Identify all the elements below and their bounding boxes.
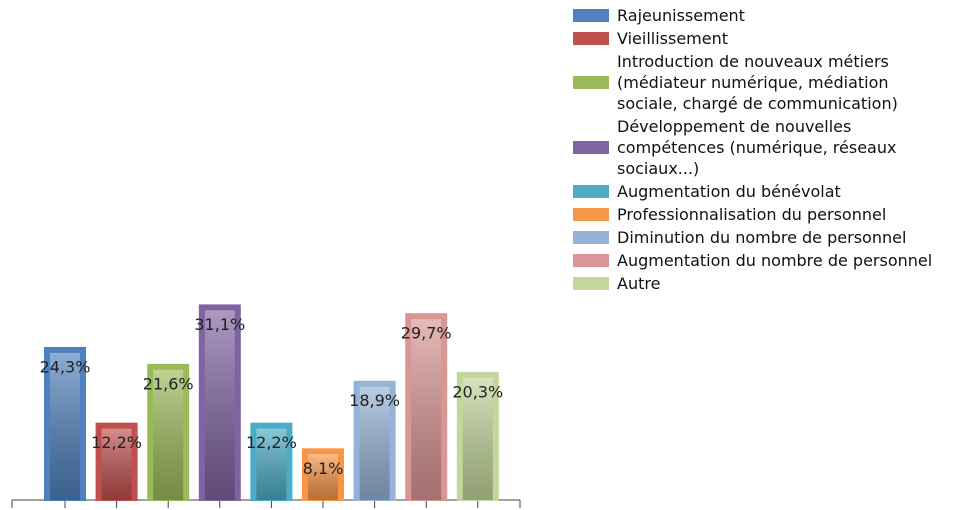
legend-swatch xyxy=(573,141,609,154)
data-label: 20,3% xyxy=(452,382,503,401)
legend-swatch xyxy=(573,277,609,290)
legend-swatch xyxy=(573,32,609,45)
legend-swatch xyxy=(573,208,609,221)
bar-shine xyxy=(50,352,80,500)
legend-item: Introduction de nouveaux métiers (médiat… xyxy=(573,51,943,114)
legend-swatch xyxy=(573,9,609,22)
legend-label: Augmentation du nombre de personnel xyxy=(617,251,933,270)
data-label: 12,2% xyxy=(246,433,297,452)
chart: 24,3% 12,2% 21,6% 31,1% 12,2% 8,1% 18,9% 29,7% 2… xyxy=(11,304,521,508)
legend-label: Professionnalisation du personnel xyxy=(617,205,887,224)
legend-label: Diminution du nombre de personnel xyxy=(617,228,907,247)
data-label: 18,9% xyxy=(349,391,400,410)
legend-label: Rajeunissement xyxy=(617,6,745,25)
data-label: 29,7% xyxy=(401,324,452,343)
legend-item: Autre xyxy=(573,273,943,294)
legend-item: Augmentation du nombre de personnel xyxy=(573,250,943,271)
bar-shine xyxy=(101,428,132,500)
bar-shine xyxy=(411,319,442,500)
data-label: 21,6% xyxy=(143,374,194,393)
data-label: 24,3% xyxy=(40,357,91,376)
legend-label: Augmentation du bénévolat xyxy=(617,182,841,201)
data-label: 8,1% xyxy=(303,459,344,478)
legend-item: Rajeunissement xyxy=(573,5,943,26)
legend-label: Introduction de nouveaux métiers (médiat… xyxy=(617,52,898,113)
legend: Rajeunissement Vieillissement Introduction… xyxy=(573,5,943,296)
legend-item: Développement de nouvelles compétences (… xyxy=(573,116,943,179)
bar-shine xyxy=(359,386,390,500)
legend-item: Augmentation du bénévolat xyxy=(573,181,943,202)
bar-shine xyxy=(256,428,287,500)
bar-shine xyxy=(204,310,235,500)
legend-item: Diminution du nombre de personnel xyxy=(573,227,943,248)
legend-swatch xyxy=(573,185,609,198)
legend-swatch xyxy=(573,254,609,267)
data-label: 31,1% xyxy=(194,315,245,334)
legend-item: Vieillissement xyxy=(573,28,943,49)
bar-shine xyxy=(462,377,493,500)
data-label: 12,2% xyxy=(91,433,142,452)
legend-swatch xyxy=(573,76,609,89)
legend-label: Vieillissement xyxy=(617,29,729,48)
bar-shine xyxy=(153,369,184,500)
legend-label: Développement de nouvelles compétences (… xyxy=(617,117,897,178)
legend-item: Professionnalisation du personnel xyxy=(573,204,943,225)
bar-shine xyxy=(308,454,338,500)
legend-label: Autre xyxy=(617,274,661,293)
legend-swatch xyxy=(573,231,609,244)
